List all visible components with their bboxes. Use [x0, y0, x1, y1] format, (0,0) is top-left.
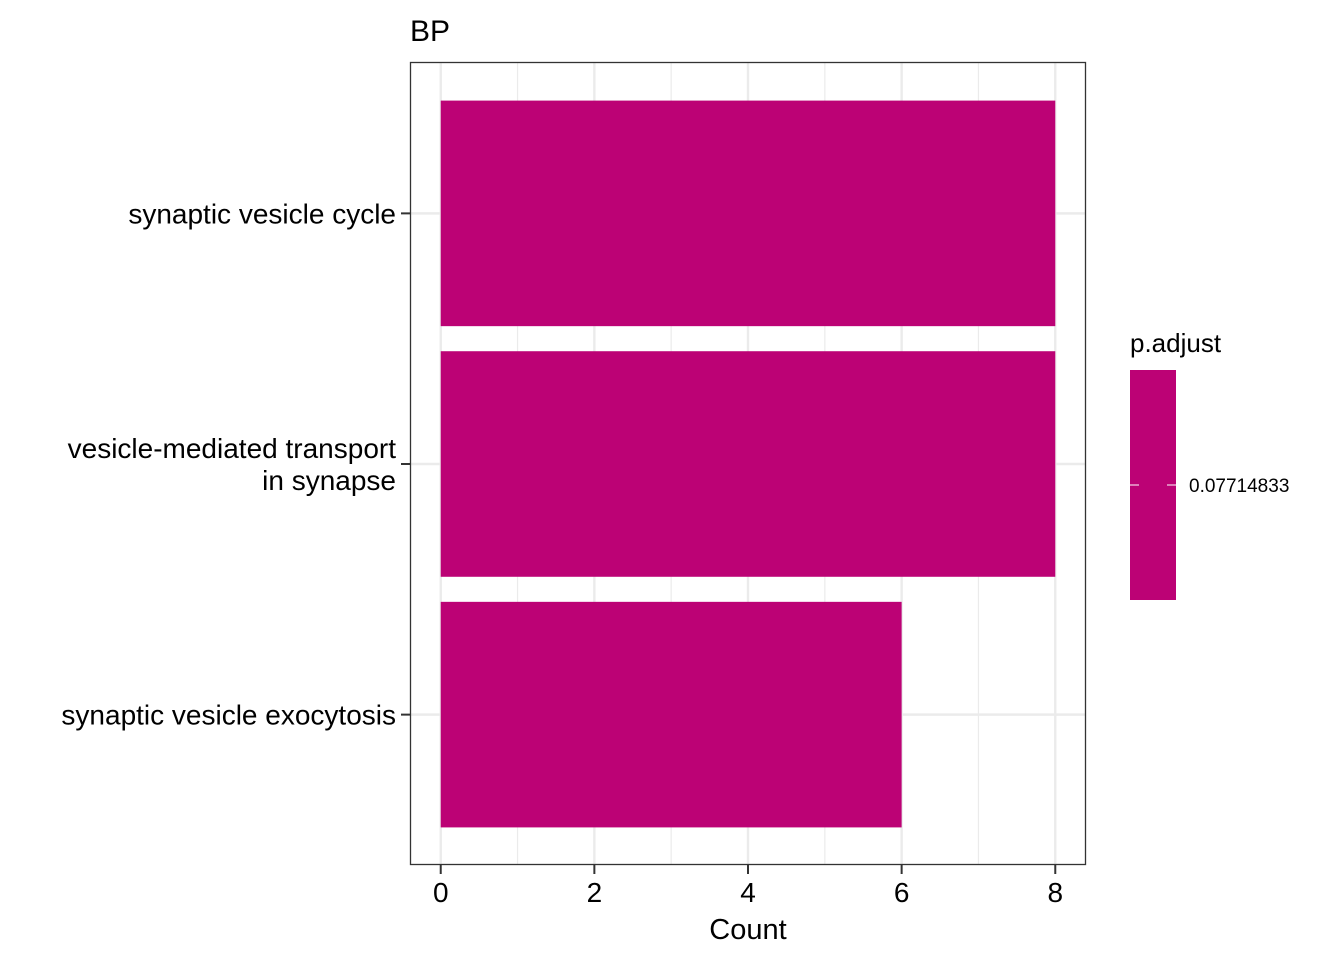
x-tick-label: 6: [894, 877, 910, 908]
legend-label: 0.07714833: [1189, 476, 1289, 497]
y-tick-label: synaptic vesicle exocytosis: [61, 700, 396, 731]
x-axis: 0 2 4 6 8: [433, 865, 1063, 908]
x-tick-label: 2: [587, 877, 603, 908]
bars: [440, 100, 1056, 828]
x-tick-label: 8: [1047, 877, 1063, 908]
x-tick-label: 4: [740, 877, 756, 908]
x-axis-title: Count: [709, 914, 786, 946]
y-tick-label: synaptic vesicle cycle: [128, 198, 396, 229]
panel-border: [409, 61, 1087, 866]
y-axis: synaptic vesicle cycle vesicle-mediated t…: [61, 198, 410, 731]
bar: [440, 601, 902, 828]
bar: [440, 351, 1056, 577]
legend-title: p.adjust: [1130, 328, 1222, 358]
chart-title: BP: [410, 15, 450, 48]
bar: [440, 100, 1056, 327]
y-tick-label: vesicle-mediated transport in synapse: [68, 433, 397, 496]
legend: p.adjust 0.07714833: [1130, 328, 1289, 600]
x-tick-label: 0: [433, 877, 449, 908]
